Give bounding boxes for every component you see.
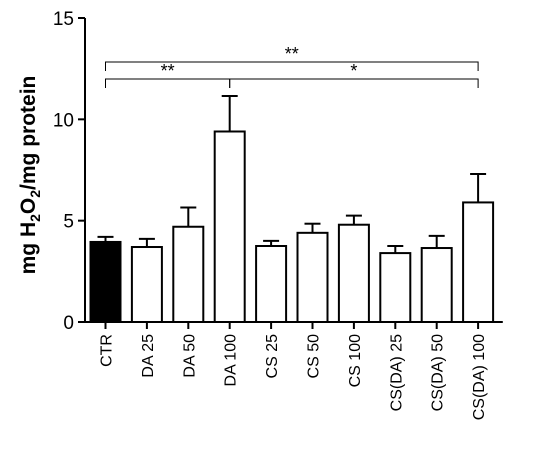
significance-bracket <box>105 61 479 71</box>
x-tick-label: CS 50 <box>306 334 323 379</box>
x-tick-label: CS(DA) 50 <box>430 334 447 411</box>
significance-label: ** <box>285 44 299 64</box>
x-tick-label: CS(DA) 25 <box>388 334 405 411</box>
x-tick-label: CS(DA) 100 <box>471 334 488 420</box>
y-tick-label: 15 <box>53 9 74 30</box>
x-tick-label: DA 50 <box>181 334 198 378</box>
bar <box>337 223 370 323</box>
bar <box>172 225 205 324</box>
y-tick-label: 5 <box>63 212 74 233</box>
x-tick-label: CS 100 <box>347 334 364 387</box>
x-tick-label: CTR <box>99 334 116 367</box>
x-tick-label: DA 100 <box>223 334 240 387</box>
bar <box>462 201 495 323</box>
x-tick-label: DA 25 <box>140 334 157 378</box>
bar <box>379 252 412 324</box>
y-tick-label: 0 <box>63 313 74 334</box>
x-tick-label: CS 25 <box>264 334 281 379</box>
bar <box>255 245 288 323</box>
bar <box>420 247 453 324</box>
bar <box>213 130 246 323</box>
y-tick-label: 10 <box>53 110 74 131</box>
bar <box>89 240 122 324</box>
significance-label: ** <box>161 61 175 81</box>
bar <box>296 231 329 323</box>
significance-label: * <box>350 61 357 81</box>
significance-bracket <box>229 78 479 88</box>
bar <box>130 246 163 323</box>
